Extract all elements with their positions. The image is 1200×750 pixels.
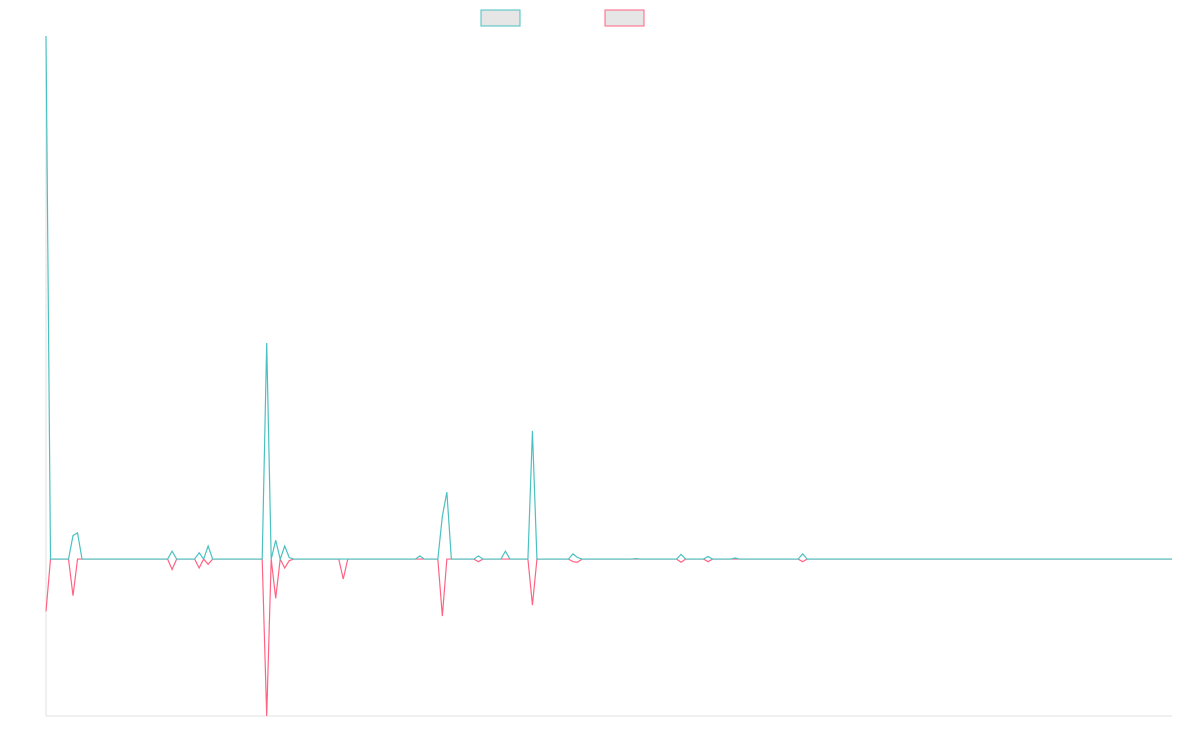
legend-swatch[interactable] — [480, 9, 521, 27]
series-line — [45, 35, 1172, 562]
series-line — [45, 557, 1172, 717]
legend-swatch[interactable] — [604, 9, 645, 27]
